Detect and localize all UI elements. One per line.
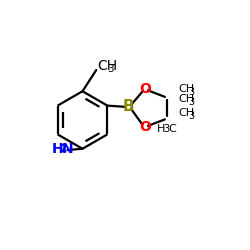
Text: CH: CH [179, 94, 195, 104]
Text: 3: 3 [164, 124, 170, 134]
Text: 3: 3 [188, 96, 194, 106]
Text: CH: CH [179, 108, 195, 118]
Text: 2: 2 [60, 144, 66, 154]
Text: O: O [139, 82, 151, 96]
Text: CH: CH [179, 84, 195, 94]
Text: H: H [157, 124, 165, 134]
Text: B: B [123, 99, 134, 114]
Text: H: H [52, 142, 63, 156]
Text: CH: CH [97, 58, 117, 72]
Text: 3: 3 [107, 64, 114, 74]
Text: 3: 3 [188, 86, 194, 97]
Text: C: C [168, 124, 176, 134]
Text: N: N [62, 142, 74, 156]
Text: O: O [139, 120, 151, 134]
Text: 3: 3 [188, 112, 194, 122]
